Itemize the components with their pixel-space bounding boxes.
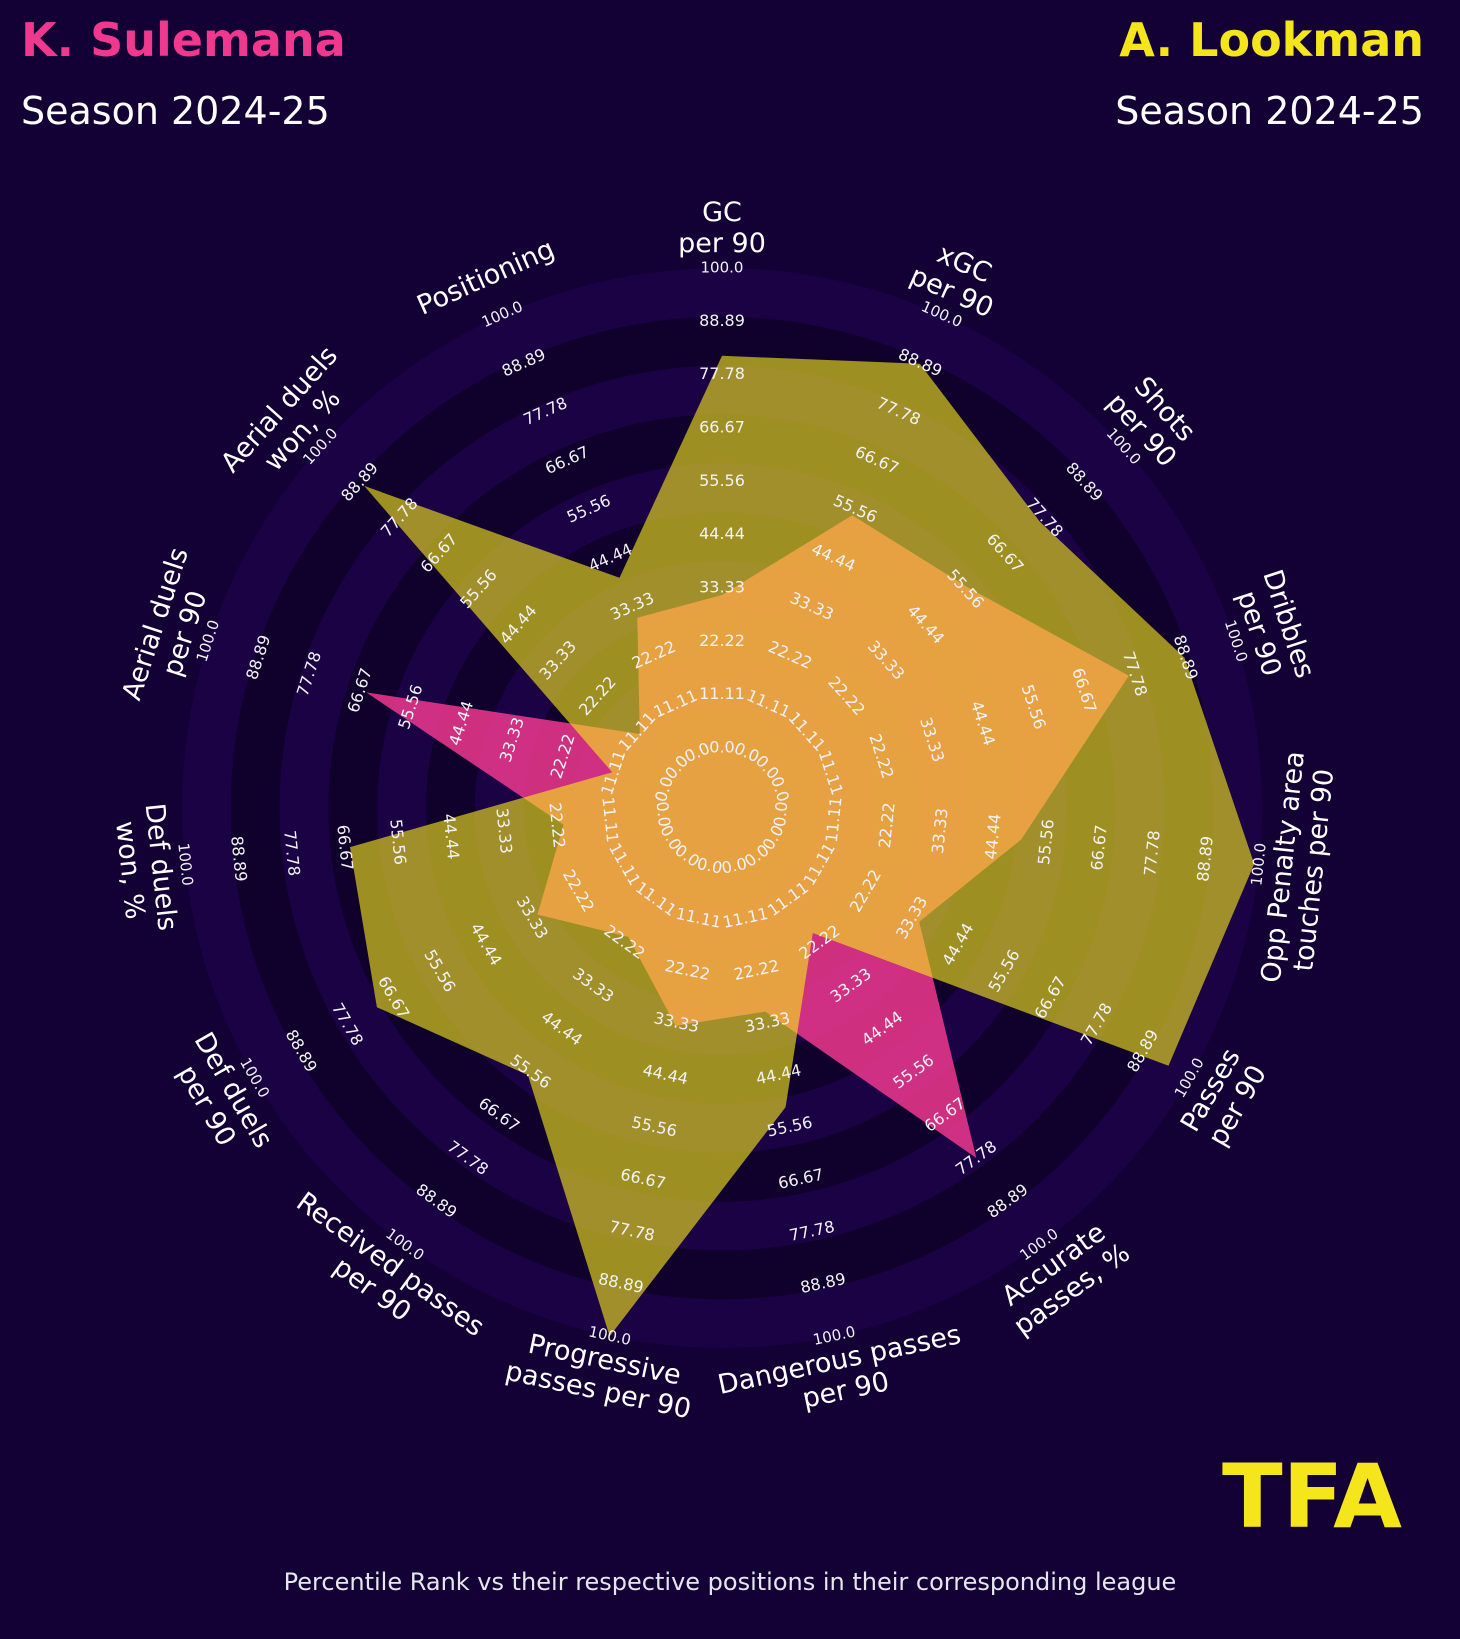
scale-label: 0.0 bbox=[709, 738, 734, 757]
radar-chart: 0.0 11.11 22.22 33.33 44.44 55.56 66.67 77.78 88… bbox=[108, 197, 1342, 1425]
scale-label: 88.89 bbox=[699, 311, 745, 330]
scale-label: 100.0 bbox=[1247, 842, 1269, 887]
scale-label: 11.11 bbox=[598, 796, 622, 844]
scale-label: 11.11 bbox=[822, 796, 846, 844]
scale-label: 0.0 bbox=[653, 801, 675, 828]
scale-label: 66.67 bbox=[333, 824, 357, 872]
scale-label: 44.44 bbox=[439, 813, 463, 861]
scale-label: 0.0 bbox=[720, 854, 749, 878]
axis-label: GC per 90 bbox=[678, 197, 766, 259]
player2-season: Season 2024-25 bbox=[1115, 89, 1424, 133]
player2-header: A. Lookman Season 2024-25 bbox=[1115, 12, 1424, 136]
scale-label: 33.33 bbox=[699, 578, 745, 597]
scale-label: 22.22 bbox=[875, 802, 899, 850]
scale-label: 33.33 bbox=[492, 807, 516, 855]
player2-name: A. Lookman bbox=[1119, 13, 1424, 67]
scale-label: 55.56 bbox=[1034, 818, 1058, 866]
scale-label: 55.56 bbox=[699, 471, 745, 490]
scale-label: 77.78 bbox=[1140, 829, 1164, 877]
scale-label: 55.56 bbox=[386, 818, 410, 866]
scale-label: 77.78 bbox=[280, 829, 304, 877]
scale-label: 22.22 bbox=[545, 802, 569, 850]
scale-label: 0.0 bbox=[695, 854, 724, 878]
scale-label: 33.33 bbox=[928, 807, 952, 855]
scale-label: 66.67 bbox=[1087, 824, 1111, 872]
scale-label: 44.44 bbox=[981, 813, 1005, 861]
axis-label: Def duelswon, % bbox=[108, 802, 183, 936]
tfa-logo: TFA bbox=[1222, 1455, 1402, 1535]
scale-label: 100.0 bbox=[701, 259, 744, 277]
footer-caption: Percentile Rank vs their respective posi… bbox=[283, 1568, 1177, 1596]
scale-label: 77.78 bbox=[699, 364, 745, 383]
scale-label: 44.44 bbox=[699, 524, 745, 543]
axis-label: Opp Penalty areatouches per 90 bbox=[1256, 750, 1342, 988]
scale-label: 88.89 bbox=[227, 835, 251, 883]
scale-label: 66.67 bbox=[699, 418, 745, 437]
scale-label: 100.0 bbox=[174, 842, 196, 887]
scale-label: 0.0 bbox=[770, 801, 792, 828]
player1-season: Season 2024-25 bbox=[21, 89, 330, 133]
tfa-logo-text: TFA bbox=[1222, 1455, 1402, 1535]
scale-label: 11.11 bbox=[699, 684, 745, 703]
player1-name: K. Sulemana bbox=[21, 13, 346, 67]
series-polygon-2 bbox=[350, 355, 1255, 1337]
scale-label: 22.22 bbox=[699, 631, 745, 650]
player1-header: K. Sulemana Season 2024-25 bbox=[21, 12, 346, 136]
scale-label: 88.89 bbox=[1193, 835, 1217, 883]
